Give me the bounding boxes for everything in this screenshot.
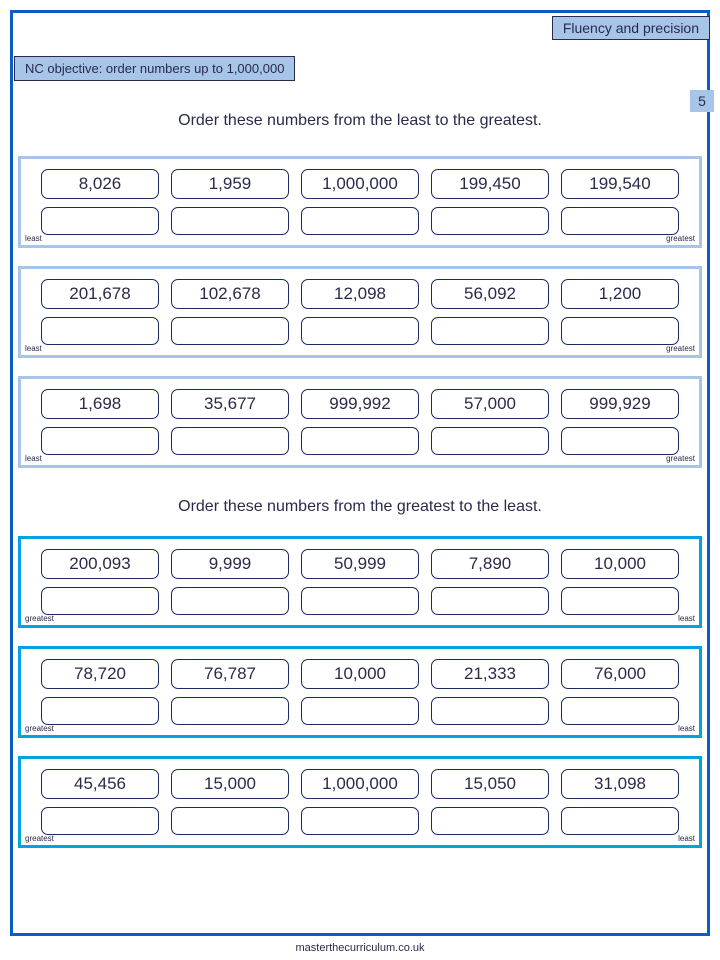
least-label: least: [678, 614, 695, 623]
number-cell: 201,678: [41, 279, 159, 309]
answer-cell[interactable]: [171, 697, 289, 725]
objective-tag: NC objective: order numbers up to 1,000,…: [14, 56, 295, 81]
question-panel: 78,720 76,787 10,000 21,333 76,000 great…: [18, 646, 702, 738]
answer-cell[interactable]: [301, 317, 419, 345]
number-cell: 1,000,000: [301, 769, 419, 799]
number-cell: 1,000,000: [301, 169, 419, 199]
answer-cell[interactable]: [171, 317, 289, 345]
answer-cell[interactable]: [171, 587, 289, 615]
greatest-label: greatest: [25, 834, 54, 843]
number-cell: 35,677: [171, 389, 289, 419]
number-cell: 102,678: [171, 279, 289, 309]
answer-cell[interactable]: [561, 587, 679, 615]
number-row: 8,026 1,959 1,000,000 199,450 199,540: [29, 169, 691, 199]
question-panel: 45,456 15,000 1,000,000 15,050 31,098 gr…: [18, 756, 702, 848]
answer-cell[interactable]: [41, 207, 159, 235]
number-cell: 199,540: [561, 169, 679, 199]
answer-cell[interactable]: [561, 207, 679, 235]
number-cell: 999,929: [561, 389, 679, 419]
answer-cell[interactable]: [561, 427, 679, 455]
number-cell: 200,093: [41, 549, 159, 579]
number-cell: 15,050: [431, 769, 549, 799]
answer-row: [29, 317, 691, 345]
number-cell: 31,098: [561, 769, 679, 799]
answer-cell[interactable]: [561, 317, 679, 345]
answer-row: [29, 807, 691, 835]
answer-cell[interactable]: [431, 587, 549, 615]
question-panel: 1,698 35,677 999,992 57,000 999,929 leas…: [18, 376, 702, 468]
number-cell: 9,999: [171, 549, 289, 579]
answer-cell[interactable]: [561, 697, 679, 725]
answer-cell[interactable]: [301, 207, 419, 235]
least-label: least: [678, 834, 695, 843]
number-cell: 199,450: [431, 169, 549, 199]
least-label: least: [25, 344, 42, 353]
number-cell: 76,787: [171, 659, 289, 689]
number-row: 200,093 9,999 50,999 7,890 10,000: [29, 549, 691, 579]
answer-cell[interactable]: [431, 207, 549, 235]
number-cell: 7,890: [431, 549, 549, 579]
number-cell: 15,000: [171, 769, 289, 799]
answer-row: [29, 427, 691, 455]
number-cell: 10,000: [301, 659, 419, 689]
number-row: 1,698 35,677 999,992 57,000 999,929: [29, 389, 691, 419]
answer-cell[interactable]: [41, 697, 159, 725]
category-tag: Fluency and precision: [552, 16, 710, 40]
number-row: 45,456 15,000 1,000,000 15,050 31,098: [29, 769, 691, 799]
number-cell: 1,959: [171, 169, 289, 199]
answer-cell[interactable]: [41, 587, 159, 615]
least-label: least: [25, 234, 42, 243]
number-cell: 45,456: [41, 769, 159, 799]
worksheet-content: Order these numbers from the least to th…: [18, 104, 702, 866]
least-label: least: [678, 724, 695, 733]
answer-cell[interactable]: [431, 807, 549, 835]
number-cell: 76,000: [561, 659, 679, 689]
number-cell: 10,000: [561, 549, 679, 579]
answer-cell[interactable]: [41, 427, 159, 455]
page-number: 5: [690, 90, 714, 112]
instruction-1: Order these numbers from the least to th…: [18, 112, 702, 130]
answer-cell[interactable]: [301, 587, 419, 615]
question-panel: 8,026 1,959 1,000,000 199,450 199,540 le…: [18, 156, 702, 248]
answer-cell[interactable]: [301, 697, 419, 725]
number-cell: 21,333: [431, 659, 549, 689]
answer-cell[interactable]: [431, 317, 549, 345]
greatest-label: greatest: [25, 724, 54, 733]
number-cell: 1,698: [41, 389, 159, 419]
answer-cell[interactable]: [301, 807, 419, 835]
greatest-label: greatest: [666, 344, 695, 353]
answer-cell[interactable]: [431, 427, 549, 455]
greatest-label: greatest: [25, 614, 54, 623]
number-row: 78,720 76,787 10,000 21,333 76,000: [29, 659, 691, 689]
number-cell: 12,098: [301, 279, 419, 309]
answer-row: [29, 697, 691, 725]
number-row: 201,678 102,678 12,098 56,092 1,200: [29, 279, 691, 309]
number-cell: 56,092: [431, 279, 549, 309]
footer-text: masterthecurriculum.co.uk: [0, 942, 720, 954]
number-cell: 1,200: [561, 279, 679, 309]
number-cell: 57,000: [431, 389, 549, 419]
question-panel: 201,678 102,678 12,098 56,092 1,200 leas…: [18, 266, 702, 358]
answer-row: [29, 587, 691, 615]
greatest-label: greatest: [666, 454, 695, 463]
answer-cell[interactable]: [41, 317, 159, 345]
greatest-label: greatest: [666, 234, 695, 243]
answer-cell[interactable]: [171, 207, 289, 235]
number-cell: 8,026: [41, 169, 159, 199]
answer-cell[interactable]: [301, 427, 419, 455]
answer-cell[interactable]: [431, 697, 549, 725]
number-cell: 50,999: [301, 549, 419, 579]
instruction-2: Order these numbers from the greatest to…: [18, 498, 702, 516]
question-panel: 200,093 9,999 50,999 7,890 10,000 greate…: [18, 536, 702, 628]
answer-cell[interactable]: [171, 427, 289, 455]
answer-row: [29, 207, 691, 235]
answer-cell[interactable]: [171, 807, 289, 835]
answer-cell[interactable]: [41, 807, 159, 835]
answer-cell[interactable]: [561, 807, 679, 835]
number-cell: 78,720: [41, 659, 159, 689]
number-cell: 999,992: [301, 389, 419, 419]
least-label: least: [25, 454, 42, 463]
